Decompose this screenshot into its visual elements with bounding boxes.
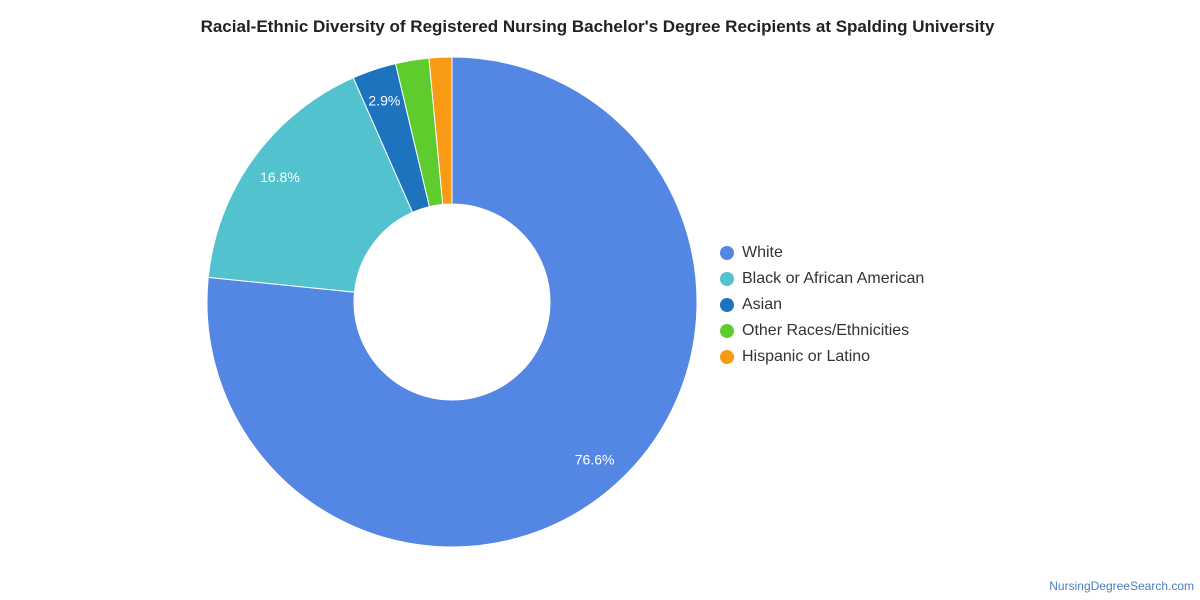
- legend-item-other-races-ethnicities[interactable]: Other Races/Ethnicities: [720, 318, 924, 344]
- legend-swatch: [720, 246, 734, 260]
- chart-title: Racial-Ethnic Diversity of Registered Nu…: [200, 17, 995, 36]
- legend-item-white[interactable]: White: [720, 240, 924, 266]
- slice-label-white: 76.6%: [575, 452, 615, 468]
- slice-label-asian: 2.9%: [368, 92, 400, 108]
- legend-swatch: [720, 272, 734, 286]
- watermark-link[interactable]: NursingDegreeSearch.com: [1049, 579, 1194, 593]
- legend-swatch: [720, 298, 734, 312]
- slice-label-black-or-african-american: 16.8%: [260, 169, 300, 185]
- slice-hispanic-or-latino[interactable]: [428, 56, 453, 205]
- legend-item-asian[interactable]: Asian: [720, 292, 924, 318]
- legend-label: Hispanic or Latino: [742, 348, 871, 365]
- legend-swatch: [720, 350, 734, 364]
- slice-black-or-african-american[interactable]: [207, 77, 414, 293]
- legend-item-black-or-african-american[interactable]: Black or African American: [720, 266, 924, 292]
- legend-swatch: [720, 324, 734, 338]
- legend-label: Black or African American: [742, 270, 925, 287]
- slice-white[interactable]: [206, 56, 698, 548]
- legend-label: Other Races/Ethnicities: [742, 322, 910, 339]
- legend-label: White: [742, 244, 783, 261]
- legend-label: Asian: [742, 296, 783, 313]
- legend-item-hispanic-or-latino[interactable]: Hispanic or Latino: [720, 344, 924, 370]
- chart-legend: White Black or African American Asian Other…: [720, 240, 924, 370]
